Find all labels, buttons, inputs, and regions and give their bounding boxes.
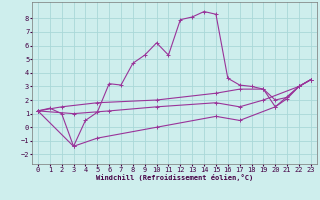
X-axis label: Windchill (Refroidissement éolien,°C): Windchill (Refroidissement éolien,°C) — [96, 174, 253, 181]
